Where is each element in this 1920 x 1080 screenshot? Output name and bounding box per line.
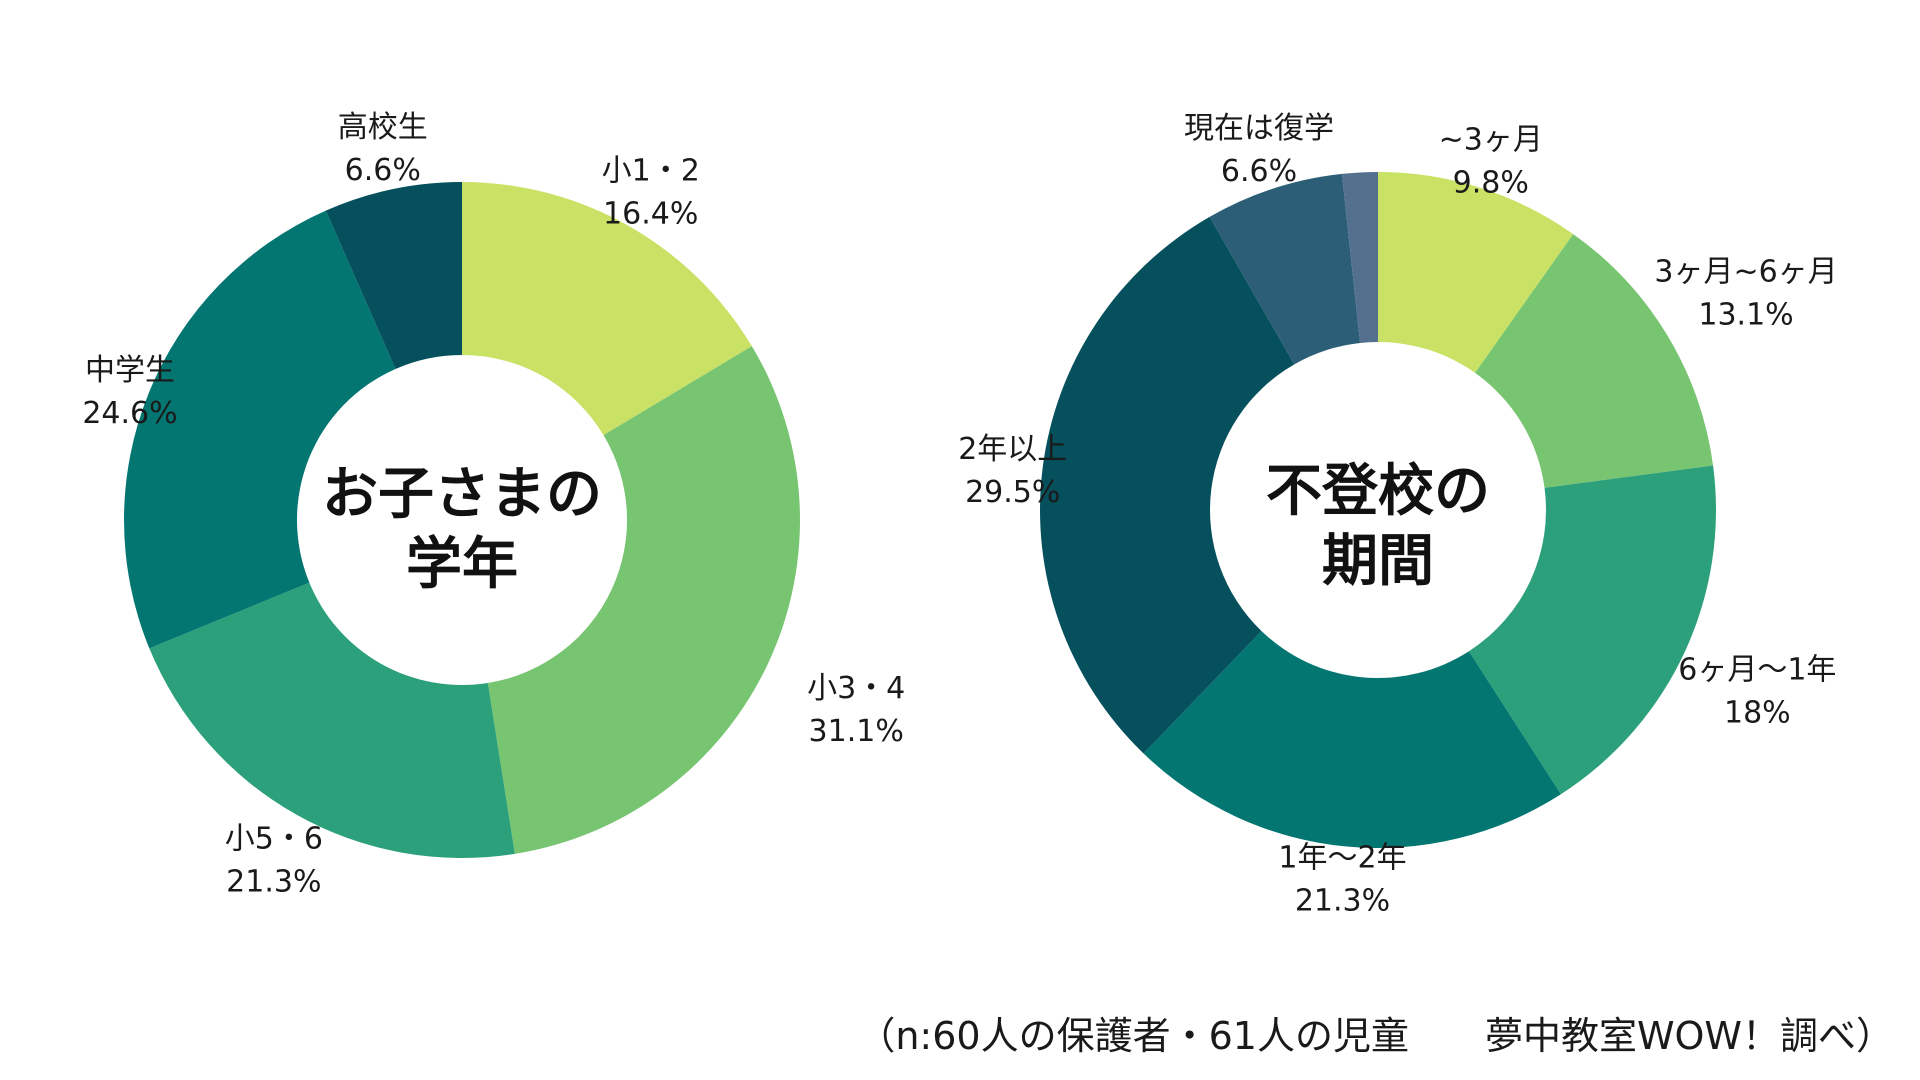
pie1-category-label-1: 3ヶ月~6ヶ月 <box>1654 255 1837 290</box>
pie0-category-label-0: 小1・2 <box>602 154 700 189</box>
pie1-slice-3 <box>1143 631 1561 849</box>
pie0-category-label-1: 小3・4 <box>807 671 905 706</box>
pie1-slice-4 <box>1039 216 1295 754</box>
pie1-category-label-3: 1年〜2年 <box>1278 840 1406 875</box>
pie1-value-label-3: 21.3% <box>1295 883 1390 918</box>
pie0-value-label-4: 6.6% <box>345 153 421 188</box>
pie0-slice-0 <box>462 182 752 436</box>
pie1-slice-2 <box>1468 465 1717 795</box>
pie0-value-label-1: 31.1% <box>809 714 904 749</box>
pie0-slice-2 <box>149 582 515 858</box>
pie1-category-label-5: 現在は復学 <box>1184 111 1334 146</box>
pie0-value-label-3: 24.6% <box>82 396 177 431</box>
grade-pie-chart: 小1・2 16.4% 小3・4 31.1% 小5・6 21.3% 中学生 24.6% 高校生 6.… <box>82 110 905 899</box>
source-note: （n:60人の保護者・61人の児童 夢中教室WOW！調べ） <box>857 1014 1894 1058</box>
pie1-slice-1 <box>1475 234 1714 488</box>
pie1-value-label-5: 6.6% <box>1221 154 1297 189</box>
pie1-value-label-1: 13.1% <box>1698 298 1793 333</box>
pie1-center-title-line-1: 期間 <box>1322 529 1434 594</box>
pie1-slice-5 <box>1209 173 1361 365</box>
pie1-value-label-4: 29.5% <box>965 475 1060 510</box>
pie1-category-label-2: 6ヶ月〜1年 <box>1678 653 1836 688</box>
pie0-value-label-0: 16.4% <box>603 197 698 232</box>
pie1-slice-0 <box>1378 172 1574 373</box>
pie0-center-title-line-0: お子さまの <box>322 462 602 527</box>
pie0-center-title-line-1: 学年 <box>406 532 518 597</box>
pie0-category-label-2: 小5・6 <box>225 822 323 857</box>
pie0-category-label-3: 中学生 <box>85 353 175 388</box>
pie0-slice-1 <box>487 346 800 854</box>
pie0-category-label-4: 高校生 <box>338 110 428 145</box>
pie0-value-label-2: 21.3% <box>226 865 321 900</box>
pie0-slice-4 <box>325 182 462 369</box>
pie1-category-label-0: ~3ヶ月 <box>1439 122 1543 157</box>
pie1-category-label-4: 2年以上 <box>958 432 1067 467</box>
pie1-value-label-0: 9.8% <box>1453 165 1529 200</box>
pie0-slice-3 <box>124 210 396 649</box>
duration-pie-chart: ~3ヶ月 9.8% 3ヶ月~6ヶ月 13.1% 6ヶ月〜1年 18% 1年〜2年 21.3% 2… <box>958 111 1837 918</box>
pie1-center-title-line-0: 不登校の <box>1266 459 1490 524</box>
pie1-slice-6 <box>1341 172 1378 343</box>
pie1-value-label-2: 18% <box>1724 696 1791 731</box>
